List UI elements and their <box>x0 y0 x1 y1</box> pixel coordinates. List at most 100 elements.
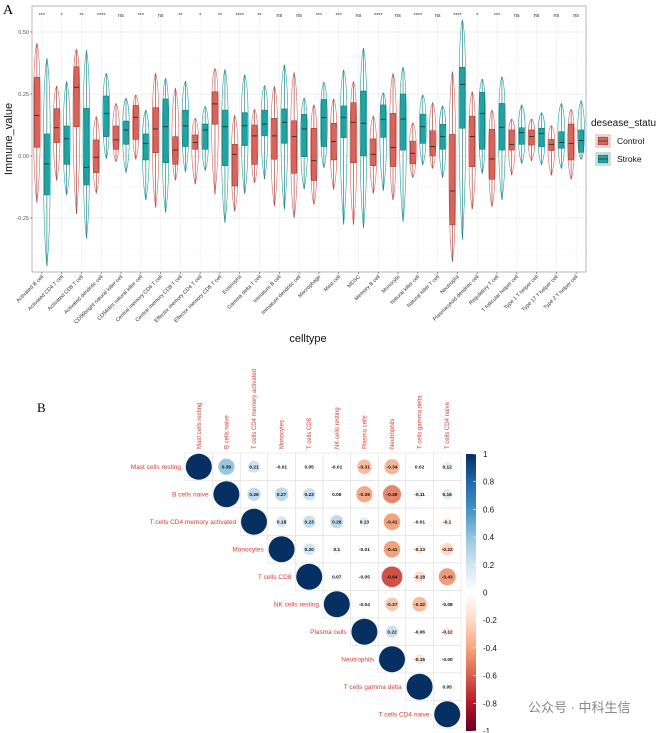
corr-cell: 0.23 <box>295 507 324 536</box>
box-stroke <box>359 47 368 228</box>
box-control <box>527 118 536 162</box>
box-control <box>191 117 199 185</box>
corr-cell: 0.05 <box>433 672 462 701</box>
corr-value: 0.22 <box>387 630 397 636</box>
corr-cell: -0.04 <box>350 590 379 619</box>
box <box>429 130 436 157</box>
box <box>241 112 248 146</box>
corr-cell: -0.12 <box>433 617 462 646</box>
box-stroke <box>82 49 91 239</box>
corr-value: -0.13 <box>414 547 425 553</box>
corr-circle <box>351 618 378 645</box>
corr-circle <box>359 517 370 527</box>
box-stroke <box>102 72 110 160</box>
box <box>251 124 258 165</box>
corr-cell: 0.26 <box>322 507 351 536</box>
box <box>162 98 169 163</box>
corr-circle <box>385 625 399 638</box>
corr-value: 1 <box>280 547 283 553</box>
significance-label: *** <box>316 13 323 19</box>
y-tick-label: 0.25 <box>18 92 29 98</box>
colorbar <box>466 454 476 731</box>
corr-cell: 0.13 <box>350 507 379 536</box>
box <box>261 109 268 137</box>
box <box>449 134 456 226</box>
box <box>202 123 209 150</box>
box <box>291 120 297 174</box>
panel-label-a: A <box>3 3 14 18</box>
significance-label: **** <box>453 13 462 19</box>
corr-circle <box>247 487 261 501</box>
box-stroke <box>142 109 150 200</box>
corr-circle <box>303 543 316 556</box>
significance-label: ns <box>553 13 559 19</box>
corr-value: 1 <box>363 630 366 636</box>
boxplot-panel: 0.500.250.00-0.25***Activated B cell*Act… <box>3 5 656 345</box>
corr-cell: 1 <box>239 507 269 536</box>
legend: desease_statu Control Stroke <box>591 118 656 166</box>
colorbar-label: -0.6 <box>483 672 497 681</box>
box <box>409 140 416 165</box>
corr-circle <box>383 513 401 531</box>
corr-cell: 0.18 <box>267 507 296 536</box>
corr-value: 0.1 <box>333 547 340 553</box>
corr-value: 1 <box>197 465 200 471</box>
corr-value: 0.26 <box>249 492 259 498</box>
corr-value: -0.00 <box>442 657 453 663</box>
box-control <box>488 109 496 208</box>
box <box>508 129 515 151</box>
corr-cell: 0.39 <box>212 452 241 481</box>
box <box>73 66 80 127</box>
corr-circle <box>323 591 350 618</box>
box <box>123 120 129 145</box>
box-stroke <box>458 19 467 240</box>
box <box>499 103 505 151</box>
significance-label: ns <box>573 13 579 19</box>
corr-cell: -0.22 <box>433 535 462 564</box>
box <box>340 105 347 138</box>
corr-circle <box>414 654 425 665</box>
corr-cell: -0.00 <box>433 645 462 674</box>
box-stroke <box>419 94 427 166</box>
corr-value: -0.41 <box>387 547 398 553</box>
corr-cell: 1 <box>377 645 407 674</box>
corr-cell: 1 <box>295 562 324 591</box>
corr-value: -0.22 <box>442 547 453 553</box>
panel-label-b: B <box>37 400 46 415</box>
corr-cell: 1 <box>350 617 379 646</box>
corr-cell: 1 <box>405 672 434 701</box>
corr-cell: 0.07 <box>322 562 351 591</box>
corr-circle <box>241 508 267 535</box>
box <box>419 113 426 144</box>
box <box>132 105 139 140</box>
corr-cell: -0.41 <box>377 535 407 564</box>
corr-circle <box>333 573 341 581</box>
corr-cell: 0.05 <box>295 452 324 481</box>
corr-value: -0.27 <box>387 602 398 608</box>
significance-label: **** <box>374 13 383 19</box>
corr-circle <box>379 646 405 673</box>
significance-label: * <box>476 13 479 19</box>
corr-cell: 1 <box>322 590 351 619</box>
box <box>311 127 317 181</box>
corr-value: 0.16 <box>443 492 453 498</box>
box-control <box>270 85 279 207</box>
box-control <box>52 85 61 181</box>
box-control <box>508 118 516 177</box>
significance-label: **** <box>97 13 106 19</box>
significance-label: ns <box>395 13 401 19</box>
box-control <box>349 81 358 225</box>
corr-cell: -0.01 <box>322 452 351 481</box>
corr-circle <box>442 627 452 637</box>
corr-value: -0.01 <box>331 465 342 471</box>
box-stroke <box>438 105 447 179</box>
box-control <box>151 72 160 208</box>
corr-value: 0.23 <box>305 520 315 526</box>
cell-border <box>405 507 434 536</box>
corr-circle <box>302 515 316 528</box>
box-stroke <box>537 112 546 166</box>
corr-value: 0.18 <box>277 520 287 526</box>
significance-label: *** <box>39 13 46 19</box>
box <box>390 113 396 167</box>
box-stroke <box>201 105 209 172</box>
